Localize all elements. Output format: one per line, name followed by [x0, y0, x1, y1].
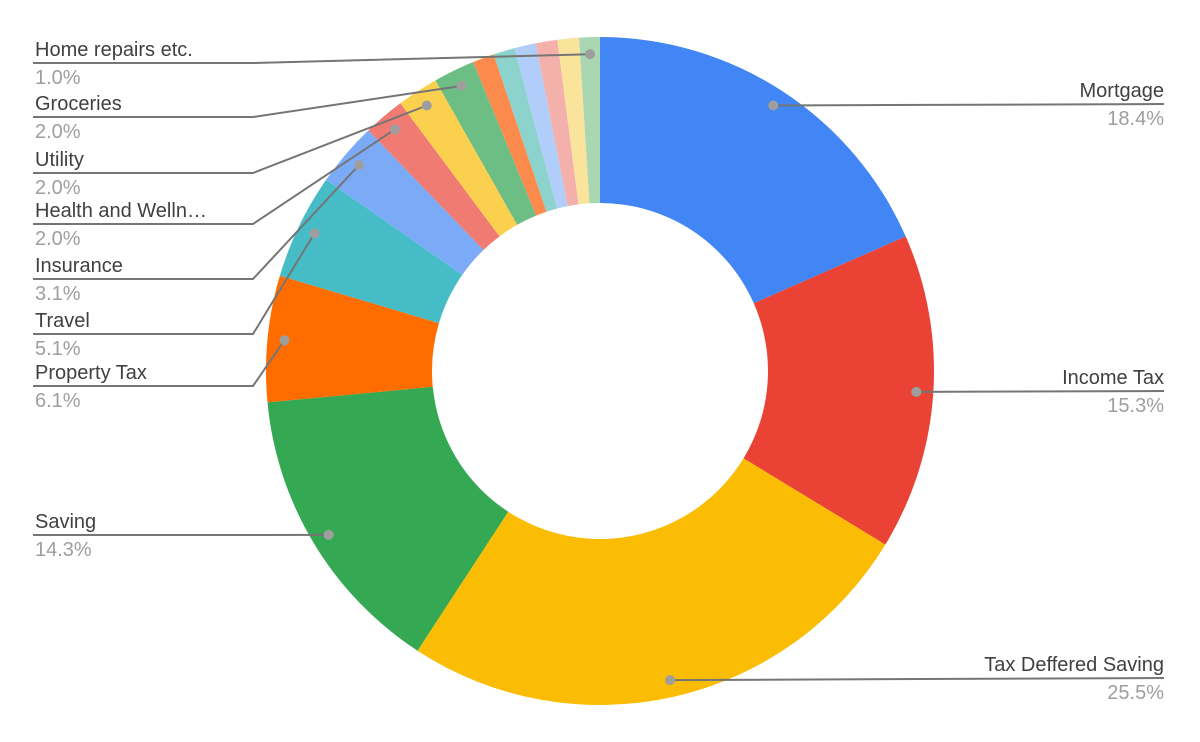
pie-slice-small-12[interactable] — [514, 43, 568, 209]
pie-slice-small-13[interactable] — [535, 39, 579, 207]
leader-line-home-repairs-etc — [33, 53, 591, 64]
leader-dot-travel — [309, 228, 320, 239]
leader-dot-groceries — [456, 80, 467, 91]
leader-dot-mortgage — [768, 100, 779, 111]
leader-dot-income-tax — [911, 386, 922, 397]
leader-dot-health-and-welln — [389, 124, 400, 135]
leader-line-income-tax — [916, 390, 1165, 393]
pie-slice-utility[interactable] — [400, 80, 518, 237]
leader-dot-insurance — [354, 160, 364, 171]
pie-slice-income-tax[interactable] — [743, 236, 935, 545]
leader-dot-home-repairs-etc — [585, 49, 595, 60]
leader-line-utility — [33, 104, 428, 174]
pie-slice-small-11[interactable] — [493, 48, 557, 212]
pie-slice-travel[interactable] — [279, 179, 463, 324]
leader-dot-saving — [323, 529, 334, 540]
pie-slice-saving[interactable] — [267, 386, 509, 651]
leader-line-insurance — [33, 164, 360, 280]
pie-slice-mortgage[interactable] — [600, 37, 906, 304]
pie-slice-health-and-welln[interactable] — [368, 103, 500, 250]
pie-slice-insurance[interactable] — [326, 130, 484, 275]
leader-line-tax-deffered-saving — [670, 677, 1165, 682]
leader-dot-tax-deffered-saving — [665, 675, 676, 686]
leader-line-mortgage — [773, 103, 1165, 107]
pie-slice-home-repairs-etc[interactable] — [579, 37, 600, 204]
leader-dot-utility — [421, 100, 432, 111]
leader-line-health-and-welln — [33, 128, 396, 225]
pie-slice-tax-deffered-saving[interactable] — [417, 458, 886, 705]
pie-slice-groceries[interactable] — [435, 62, 537, 225]
leader-dot-property-tax — [279, 335, 290, 346]
leader-line-property-tax — [33, 339, 286, 387]
pie-slice-small-10[interactable] — [473, 54, 547, 216]
pie-slice-property-tax[interactable] — [265, 275, 439, 403]
leader-line-travel — [33, 232, 316, 335]
pie-slice-small-14[interactable] — [557, 37, 590, 205]
leader-line-groceries — [33, 84, 462, 118]
